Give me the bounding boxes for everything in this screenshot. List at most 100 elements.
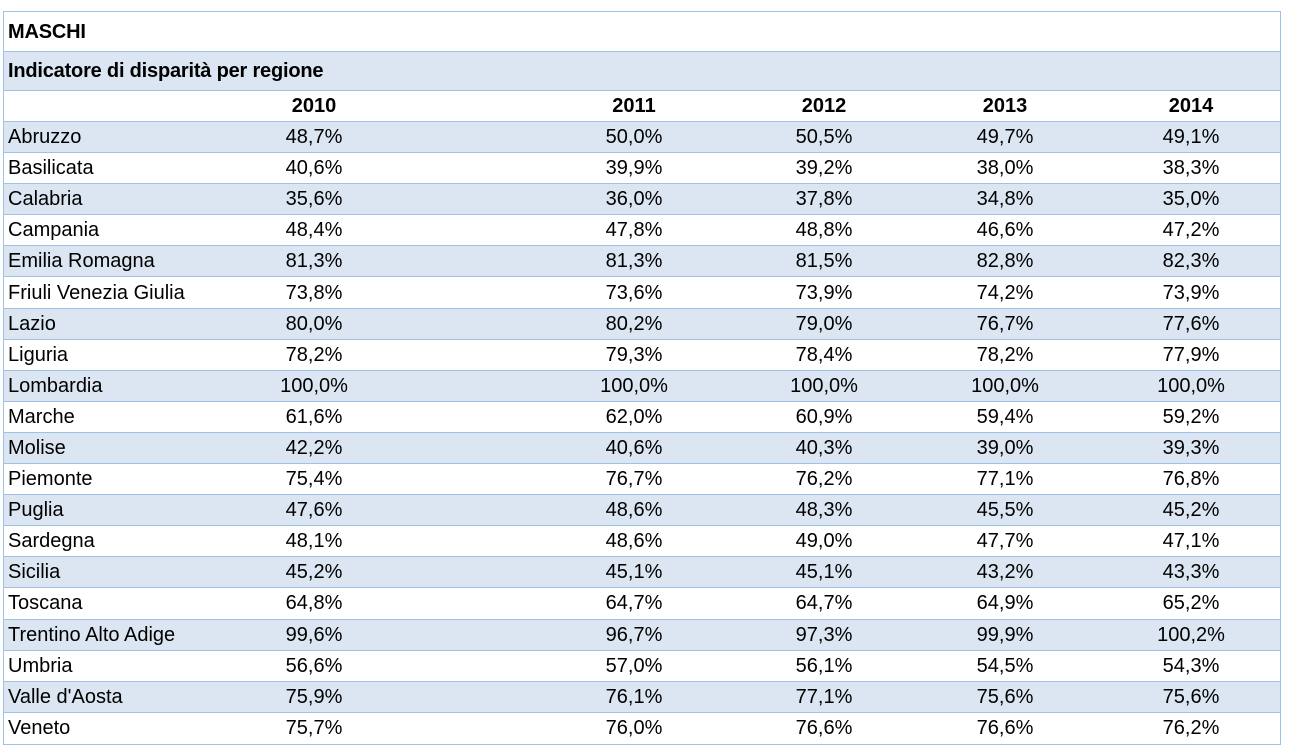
- value-cell: 62,0%: [605, 405, 663, 428]
- value-cell: 40,6%: [285, 157, 343, 180]
- value-cell: 50,5%: [795, 126, 853, 149]
- value-cell: 48,3%: [795, 499, 853, 522]
- region-name: Sicilia: [8, 561, 61, 584]
- value-cell: 59,2%: [1162, 405, 1220, 428]
- table-row: Marche 61,6% 62,0% 60,9% 59,4% 59,2%: [4, 401, 1280, 433]
- value-cell: 76,1%: [605, 685, 663, 708]
- value-cell: 77,9%: [1162, 343, 1220, 366]
- value-cell: 39,9%: [605, 157, 663, 180]
- value-cell: 48,4%: [285, 219, 343, 242]
- region-name: Calabria: [8, 188, 83, 211]
- value-cell: 49,7%: [976, 126, 1034, 149]
- value-cell: 45,1%: [605, 561, 663, 584]
- value-cell: 76,7%: [605, 468, 663, 491]
- table-title: MASCHI: [8, 20, 86, 43]
- value-cell: 49,0%: [795, 530, 853, 553]
- value-cell: 77,1%: [976, 468, 1034, 491]
- value-cell: 38,0%: [976, 157, 1034, 180]
- value-cell: 77,6%: [1162, 312, 1220, 335]
- value-cell: 100,2%: [1157, 623, 1225, 646]
- value-cell: 75,6%: [1162, 685, 1220, 708]
- value-cell: 60,9%: [795, 405, 853, 428]
- value-cell: 61,6%: [285, 405, 343, 428]
- year-header: 2011: [612, 95, 656, 117]
- value-cell: 78,4%: [795, 343, 853, 366]
- value-cell: 99,9%: [976, 623, 1034, 646]
- year-header: 2014: [1168, 95, 1214, 117]
- value-cell: 75,4%: [285, 468, 343, 491]
- value-cell: 40,6%: [605, 436, 663, 459]
- value-cell: 48,6%: [605, 530, 663, 553]
- value-cell: 81,3%: [285, 250, 343, 273]
- value-cell: 47,2%: [1162, 219, 1220, 242]
- table-row: Emilia Romagna 81,3% 81,3% 81,5% 82,8% 82,3%: [4, 246, 1280, 278]
- value-cell: 78,2%: [285, 343, 343, 366]
- value-cell: 43,3%: [1162, 561, 1220, 584]
- value-cell: 40,3%: [795, 436, 853, 459]
- value-cell: 100,0%: [280, 374, 348, 397]
- region-name: Emilia Romagna: [8, 250, 155, 273]
- value-cell: 75,7%: [285, 717, 343, 740]
- spreadsheet-table: MASCHI Indicatore di disparità per regio…: [3, 11, 1281, 745]
- value-cell: 39,3%: [1162, 436, 1220, 459]
- value-cell: 47,1%: [1162, 530, 1220, 553]
- value-cell: 76,6%: [795, 717, 853, 740]
- value-cell: 100,0%: [1157, 374, 1225, 397]
- value-cell: 82,8%: [976, 250, 1034, 273]
- value-cell: 39,0%: [976, 436, 1034, 459]
- region-name: Friuli Venezia Giulia: [8, 281, 185, 304]
- value-cell: 39,2%: [795, 157, 853, 180]
- table-body: Abruzzo 48,7% 50,0% 50,5% 49,7% 49,1% Basilica…: [4, 122, 1280, 744]
- value-cell: 36,0%: [605, 188, 663, 211]
- value-cell: 75,6%: [976, 685, 1034, 708]
- region-name: Abruzzo: [8, 126, 82, 149]
- region-name: Lazio: [8, 312, 56, 335]
- value-cell: 97,3%: [795, 623, 853, 646]
- value-cell: 64,9%: [976, 592, 1034, 615]
- value-cell: 100,0%: [971, 374, 1039, 397]
- value-cell: 79,3%: [605, 343, 663, 366]
- value-cell: 46,6%: [976, 219, 1034, 242]
- value-cell: 59,4%: [976, 405, 1034, 428]
- header-row: 2010 2011 2012 2013 2014: [4, 91, 1280, 122]
- value-cell: 77,1%: [795, 685, 853, 708]
- value-cell: 35,6%: [285, 188, 343, 211]
- value-cell: 76,6%: [976, 717, 1034, 740]
- value-cell: 73,6%: [605, 281, 663, 304]
- value-cell: 73,9%: [1162, 281, 1220, 304]
- value-cell: 42,2%: [285, 436, 343, 459]
- value-cell: 65,2%: [1162, 592, 1220, 615]
- table-subtitle: Indicatore di disparità per regione: [8, 60, 324, 82]
- region-name: Lombardia: [8, 374, 103, 397]
- table-row: Campania 48,4% 47,8% 48,8% 46,6% 47,2%: [4, 215, 1280, 247]
- value-cell: 54,5%: [976, 654, 1034, 677]
- table-row: Sicilia 45,2% 45,1% 45,1% 43,2% 43,3%: [4, 557, 1280, 589]
- table-row: Calabria 35,6% 36,0% 37,8% 34,8% 35,0%: [4, 184, 1280, 216]
- region-name: Molise: [8, 436, 66, 459]
- value-cell: 76,2%: [795, 468, 853, 491]
- value-cell: 48,7%: [285, 126, 343, 149]
- value-cell: 80,0%: [285, 312, 343, 335]
- value-cell: 76,0%: [605, 717, 663, 740]
- table-row: Umbria 56,6% 57,0% 56,1% 54,5% 54,3%: [4, 650, 1280, 682]
- value-cell: 76,8%: [1162, 468, 1220, 491]
- table-row: Liguria 78,2% 79,3% 78,4% 78,2% 77,9%: [4, 339, 1280, 371]
- value-cell: 73,8%: [285, 281, 343, 304]
- value-cell: 38,3%: [1162, 157, 1220, 180]
- table-row: Toscana 64,8% 64,7% 64,7% 64,9% 65,2%: [4, 588, 1280, 620]
- table-row: Abruzzo 48,7% 50,0% 50,5% 49,7% 49,1%: [4, 122, 1280, 154]
- value-cell: 81,3%: [605, 250, 663, 273]
- region-name: Piemonte: [8, 468, 93, 491]
- table-row: Veneto 75,7% 76,0% 76,6% 76,6% 76,2%: [4, 712, 1280, 744]
- year-header: 2012: [801, 95, 847, 117]
- region-name: Liguria: [8, 343, 69, 366]
- value-cell: 76,7%: [976, 312, 1034, 335]
- region-name: Veneto: [8, 717, 71, 740]
- value-cell: 48,6%: [605, 499, 663, 522]
- value-cell: 48,8%: [795, 219, 853, 242]
- value-cell: 45,1%: [795, 561, 853, 584]
- year-header: 2013: [982, 95, 1028, 117]
- region-name: Sardegna: [8, 530, 95, 553]
- value-cell: 76,2%: [1162, 717, 1220, 740]
- value-cell: 35,0%: [1162, 188, 1220, 211]
